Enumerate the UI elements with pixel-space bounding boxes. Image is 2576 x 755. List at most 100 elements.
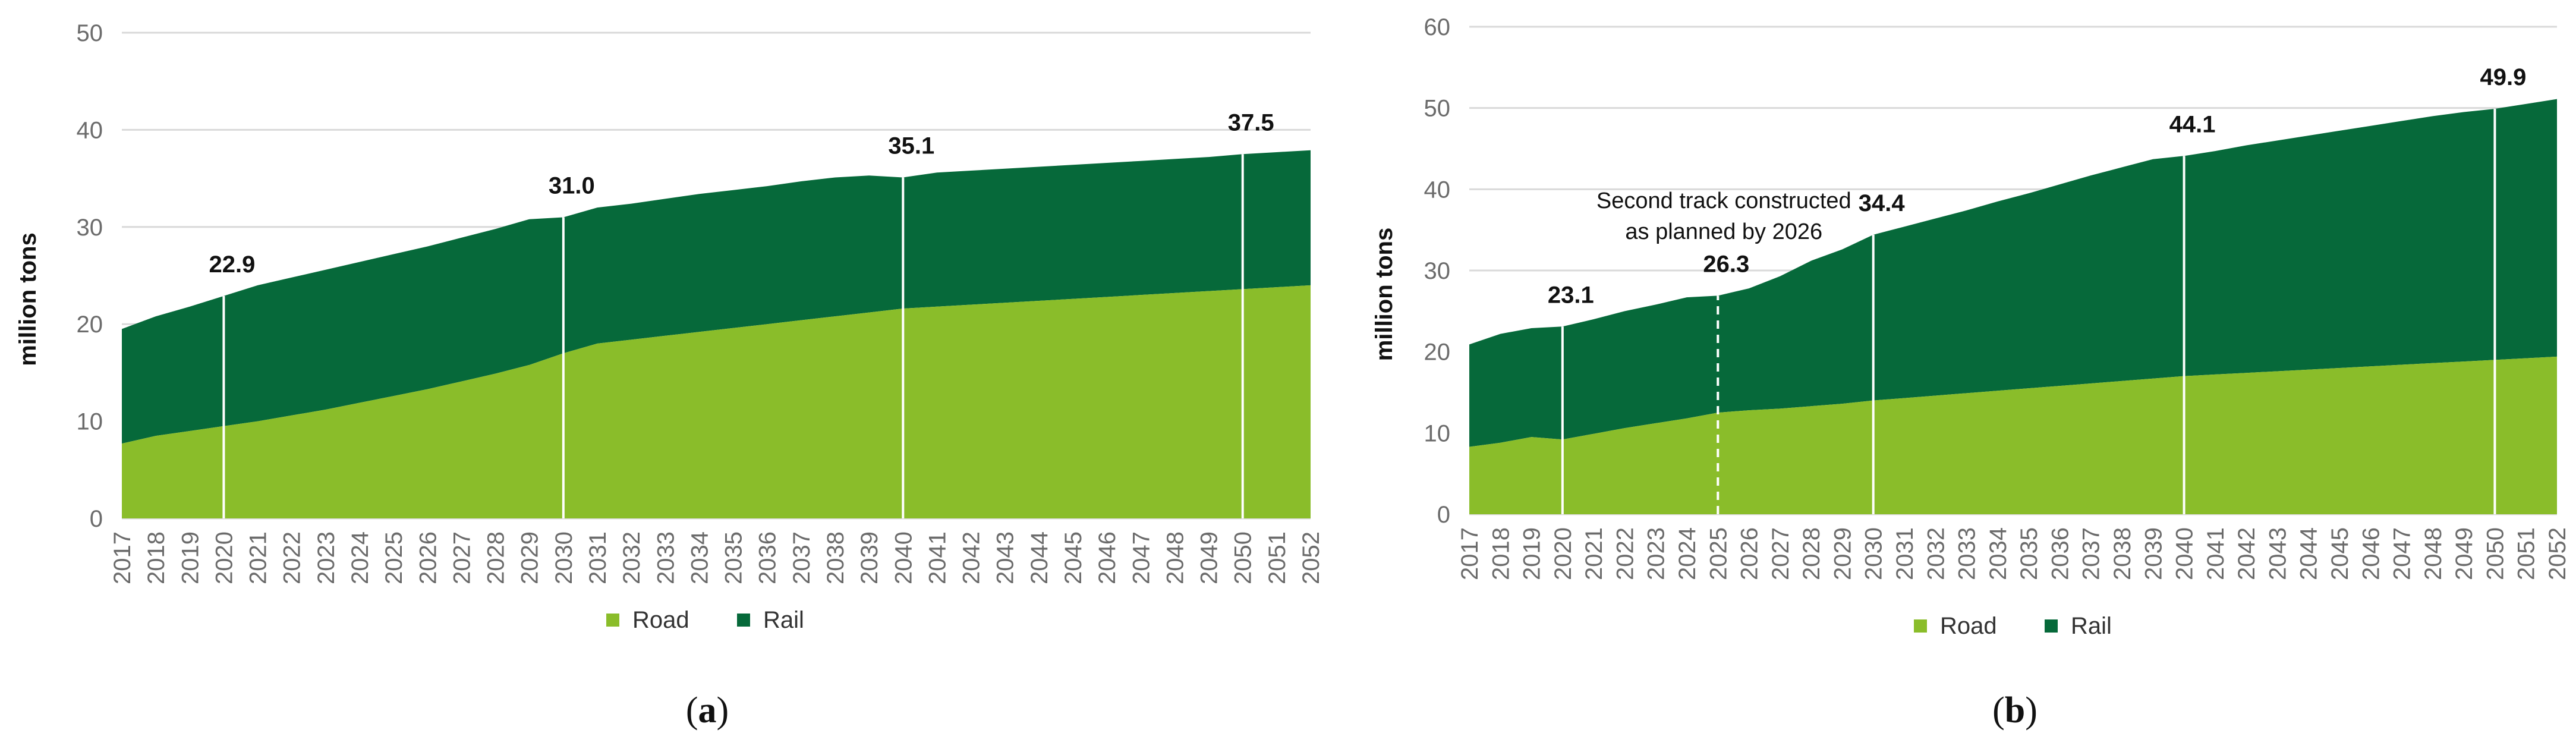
x-tick-label: 2052 [2544,527,2571,580]
y-tick-label: 10 [1424,420,1451,446]
y-tick-label: 40 [1424,177,1451,203]
x-tick-label: 2027 [449,531,475,584]
x-tick-label: 2021 [1581,527,1607,580]
x-tick-label: 2045 [2327,527,2353,580]
annotation-text: as planned by 2026 [1625,219,1822,244]
data-label: 26.3 [1703,251,1749,277]
x-tick-label: 2040 [2172,527,2198,580]
x-tick-label: 2030 [551,531,577,584]
x-tick-label: 2020 [1550,527,1576,580]
y-tick-label: 20 [77,312,103,338]
x-tick-label: 2043 [2265,527,2291,580]
x-tick-label: 2032 [619,531,645,584]
rail-area [122,150,1311,444]
x-tick-label: 2045 [1060,531,1087,584]
x-tick-label: 2019 [177,531,203,584]
x-tick-label: 2017 [109,531,136,584]
x-tick-label: 2047 [2389,527,2416,580]
annotation-text: Second track constructed [1596,188,1851,213]
x-tick-label: 2039 [2140,527,2166,580]
x-tick-label: 2050 [1230,531,1256,584]
y-tick-label: 30 [1424,258,1451,284]
x-tick-label: 2018 [143,531,169,584]
x-tick-label: 2031 [1892,527,1918,580]
x-tick-label: 2020 [211,531,237,584]
legend-swatch-rail [2045,619,2058,633]
road-area [1469,356,2557,514]
legend-swatch-rail [737,614,750,627]
x-tick-label: 2036 [755,531,781,584]
data-label: 49.9 [2480,64,2526,90]
x-tick-label: 2044 [2296,527,2322,580]
x-tick-label: 2022 [279,531,306,584]
x-tick-label: 2040 [890,531,917,584]
legend-label-road: Road [632,607,689,633]
panel-label: (b) [1992,690,2038,731]
legend-label-rail: Rail [763,607,804,633]
data-label: 35.1 [888,133,934,159]
x-tick-label: 2019 [1519,527,1545,580]
x-tick-label: 2032 [1923,527,1949,580]
x-tick-label: 2048 [2420,527,2446,580]
x-tick-label: 2025 [1705,527,1731,580]
x-tick-label: 2042 [959,531,985,584]
y-tick-label: 50 [77,20,103,46]
x-tick-label: 2026 [415,531,441,584]
data-label: 22.9 [209,251,255,278]
y-axis-label: million tons [1371,228,1397,361]
x-tick-label: 2028 [483,531,509,584]
y-tick-label: 50 [1424,96,1451,122]
x-tick-label: 2029 [1829,527,1856,580]
x-tick-label: 2046 [2358,527,2384,580]
x-tick-label: 2049 [2451,527,2477,580]
road-area [122,285,1311,518]
x-tick-label: 2046 [1094,531,1120,584]
x-tick-label: 2026 [1737,527,1763,580]
x-tick-label: 2035 [721,531,747,584]
x-tick-label: 2024 [347,531,373,584]
x-tick-label: 2038 [823,531,849,584]
y-tick-label: 0 [1437,502,1450,528]
x-tick-label: 2048 [1162,531,1188,584]
x-tick-label: 2049 [1196,531,1223,584]
data-label: 31.0 [549,172,595,199]
x-tick-label: 2023 [1643,527,1670,580]
x-tick-label: 2037 [2079,527,2105,580]
data-label: 37.5 [1228,109,1274,136]
x-tick-label: 2031 [585,531,611,584]
x-tick-label: 2039 [856,531,883,584]
legend-swatch-road [1914,619,1927,633]
y-tick-label: 10 [77,409,103,435]
x-tick-label: 2041 [2203,527,2229,580]
y-tick-label: 0 [90,506,103,532]
y-tick-label: 30 [77,215,103,241]
x-tick-label: 2036 [2047,527,2073,580]
x-tick-label: 2025 [381,531,407,584]
x-tick-label: 2033 [653,531,679,584]
x-tick-label: 2041 [924,531,950,584]
y-tick-label: 20 [1424,339,1451,366]
x-tick-label: 2043 [993,531,1019,584]
x-tick-label: 2052 [1298,531,1324,584]
rail-area [1469,99,2557,447]
x-tick-label: 2051 [1264,531,1290,584]
x-tick-label: 2028 [1799,527,1825,580]
x-tick-label: 2042 [2234,527,2260,580]
legend-label-road: Road [1940,613,1997,639]
x-tick-label: 2018 [1488,527,1514,580]
x-tick-label: 2044 [1026,531,1053,584]
x-tick-label: 2033 [1954,527,1980,580]
legend-swatch-road [606,614,619,627]
x-tick-label: 2035 [2016,527,2042,580]
x-tick-label: 2030 [1861,527,1887,580]
data-label: 44.1 [2169,111,2216,137]
x-tick-label: 2022 [1612,527,1638,580]
x-tick-label: 2034 [1985,527,2011,580]
x-tick-label: 2037 [789,531,815,584]
y-tick-label: 40 [77,117,103,143]
x-tick-label: 2047 [1128,531,1154,584]
x-tick-label: 2029 [517,531,543,584]
data-label: 34.4 [1859,190,1906,216]
